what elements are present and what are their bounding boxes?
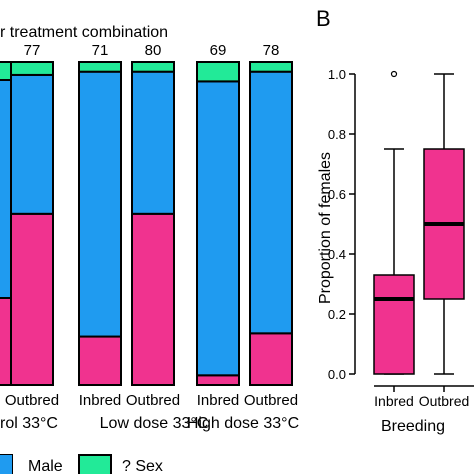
group-label: Low dose 33°C xyxy=(100,415,209,432)
y-axis-title: Proportion of females xyxy=(317,152,334,304)
y-tick-label: 0.0 xyxy=(328,367,346,382)
box-iqr xyxy=(373,274,415,375)
x-tick-label: Outbred xyxy=(419,393,470,409)
boxplot-outbred xyxy=(423,73,465,375)
bar-segment-male xyxy=(196,80,240,377)
group-label: rol 33°C xyxy=(0,415,58,432)
group-label: High dose 33°C xyxy=(187,415,299,432)
bar-segment-female xyxy=(249,332,293,387)
category-label: Inbred xyxy=(197,392,240,409)
boxplot-inbred xyxy=(373,70,415,375)
bar-category-labels: Outbred Inbred Outbred Inbred Outbred xyxy=(5,392,298,409)
y-tick-label: 0.6 xyxy=(328,187,346,202)
x-axis-title: Breeding xyxy=(381,418,445,435)
bar-segment-female xyxy=(10,212,54,386)
legend-fill xyxy=(0,455,12,474)
bar-segment-male xyxy=(0,79,12,299)
boxplot-axes: 0.0 0.2 0.4 0.6 0.8 1.0 Inbred Outbred xyxy=(328,67,474,409)
y-tick-label: 0.4 xyxy=(328,247,346,262)
y-tick-label: 0.8 xyxy=(328,127,346,142)
panel-b-label: B xyxy=(316,6,331,31)
count-labels: 77 71 80 69 78 xyxy=(24,42,280,59)
bar-segment-unknown xyxy=(0,61,12,81)
y-tick-label: 0.2 xyxy=(328,307,346,322)
count-label: 69 xyxy=(210,42,227,59)
bar-segment-unknown xyxy=(78,61,122,73)
boxplots xyxy=(373,70,465,375)
bar-segment-unknown xyxy=(10,61,54,76)
legend: Male ? Sex xyxy=(0,454,163,474)
bar-segment-female xyxy=(0,297,12,386)
bar-segment-unknown xyxy=(196,61,240,83)
bar-segment-male xyxy=(131,70,175,215)
count-label: 71 xyxy=(92,42,109,59)
panel-a: r treatment combination 77 71 80 69 78 Outbr… xyxy=(0,24,299,432)
bar-segment-female xyxy=(196,374,240,386)
bar-segment-unknown xyxy=(249,61,293,73)
bar-segment-male xyxy=(249,70,293,335)
bar-segment-female xyxy=(78,335,122,386)
legend-label-male: Male xyxy=(28,458,63,474)
bar-segment-female xyxy=(131,212,175,386)
bar-segment-unknown xyxy=(131,61,175,73)
count-label: 78 xyxy=(263,42,280,59)
category-label: Outbred xyxy=(5,392,59,409)
category-label: Outbred xyxy=(126,392,180,409)
panel-b: B 0.0 0.2 0.4 0.6 0.8 1.0 Inbred Outbred Propor… xyxy=(316,6,474,435)
bar-segment-male xyxy=(10,73,54,215)
legend-swatch-male xyxy=(78,454,112,474)
category-label: Inbred xyxy=(79,392,122,409)
count-label: 80 xyxy=(145,42,162,59)
outlier-point xyxy=(390,70,398,78)
category-label: Outbred xyxy=(244,392,298,409)
legend-label-unknown: ? Sex xyxy=(122,458,163,474)
y-tick-label: 1.0 xyxy=(328,67,346,82)
stacked-bars xyxy=(0,61,293,387)
count-label: 77 xyxy=(24,42,41,59)
panel-a-title: r treatment combination xyxy=(0,24,168,41)
x-tick-label: Inbred xyxy=(374,393,414,409)
bar-segment-male xyxy=(78,70,122,338)
